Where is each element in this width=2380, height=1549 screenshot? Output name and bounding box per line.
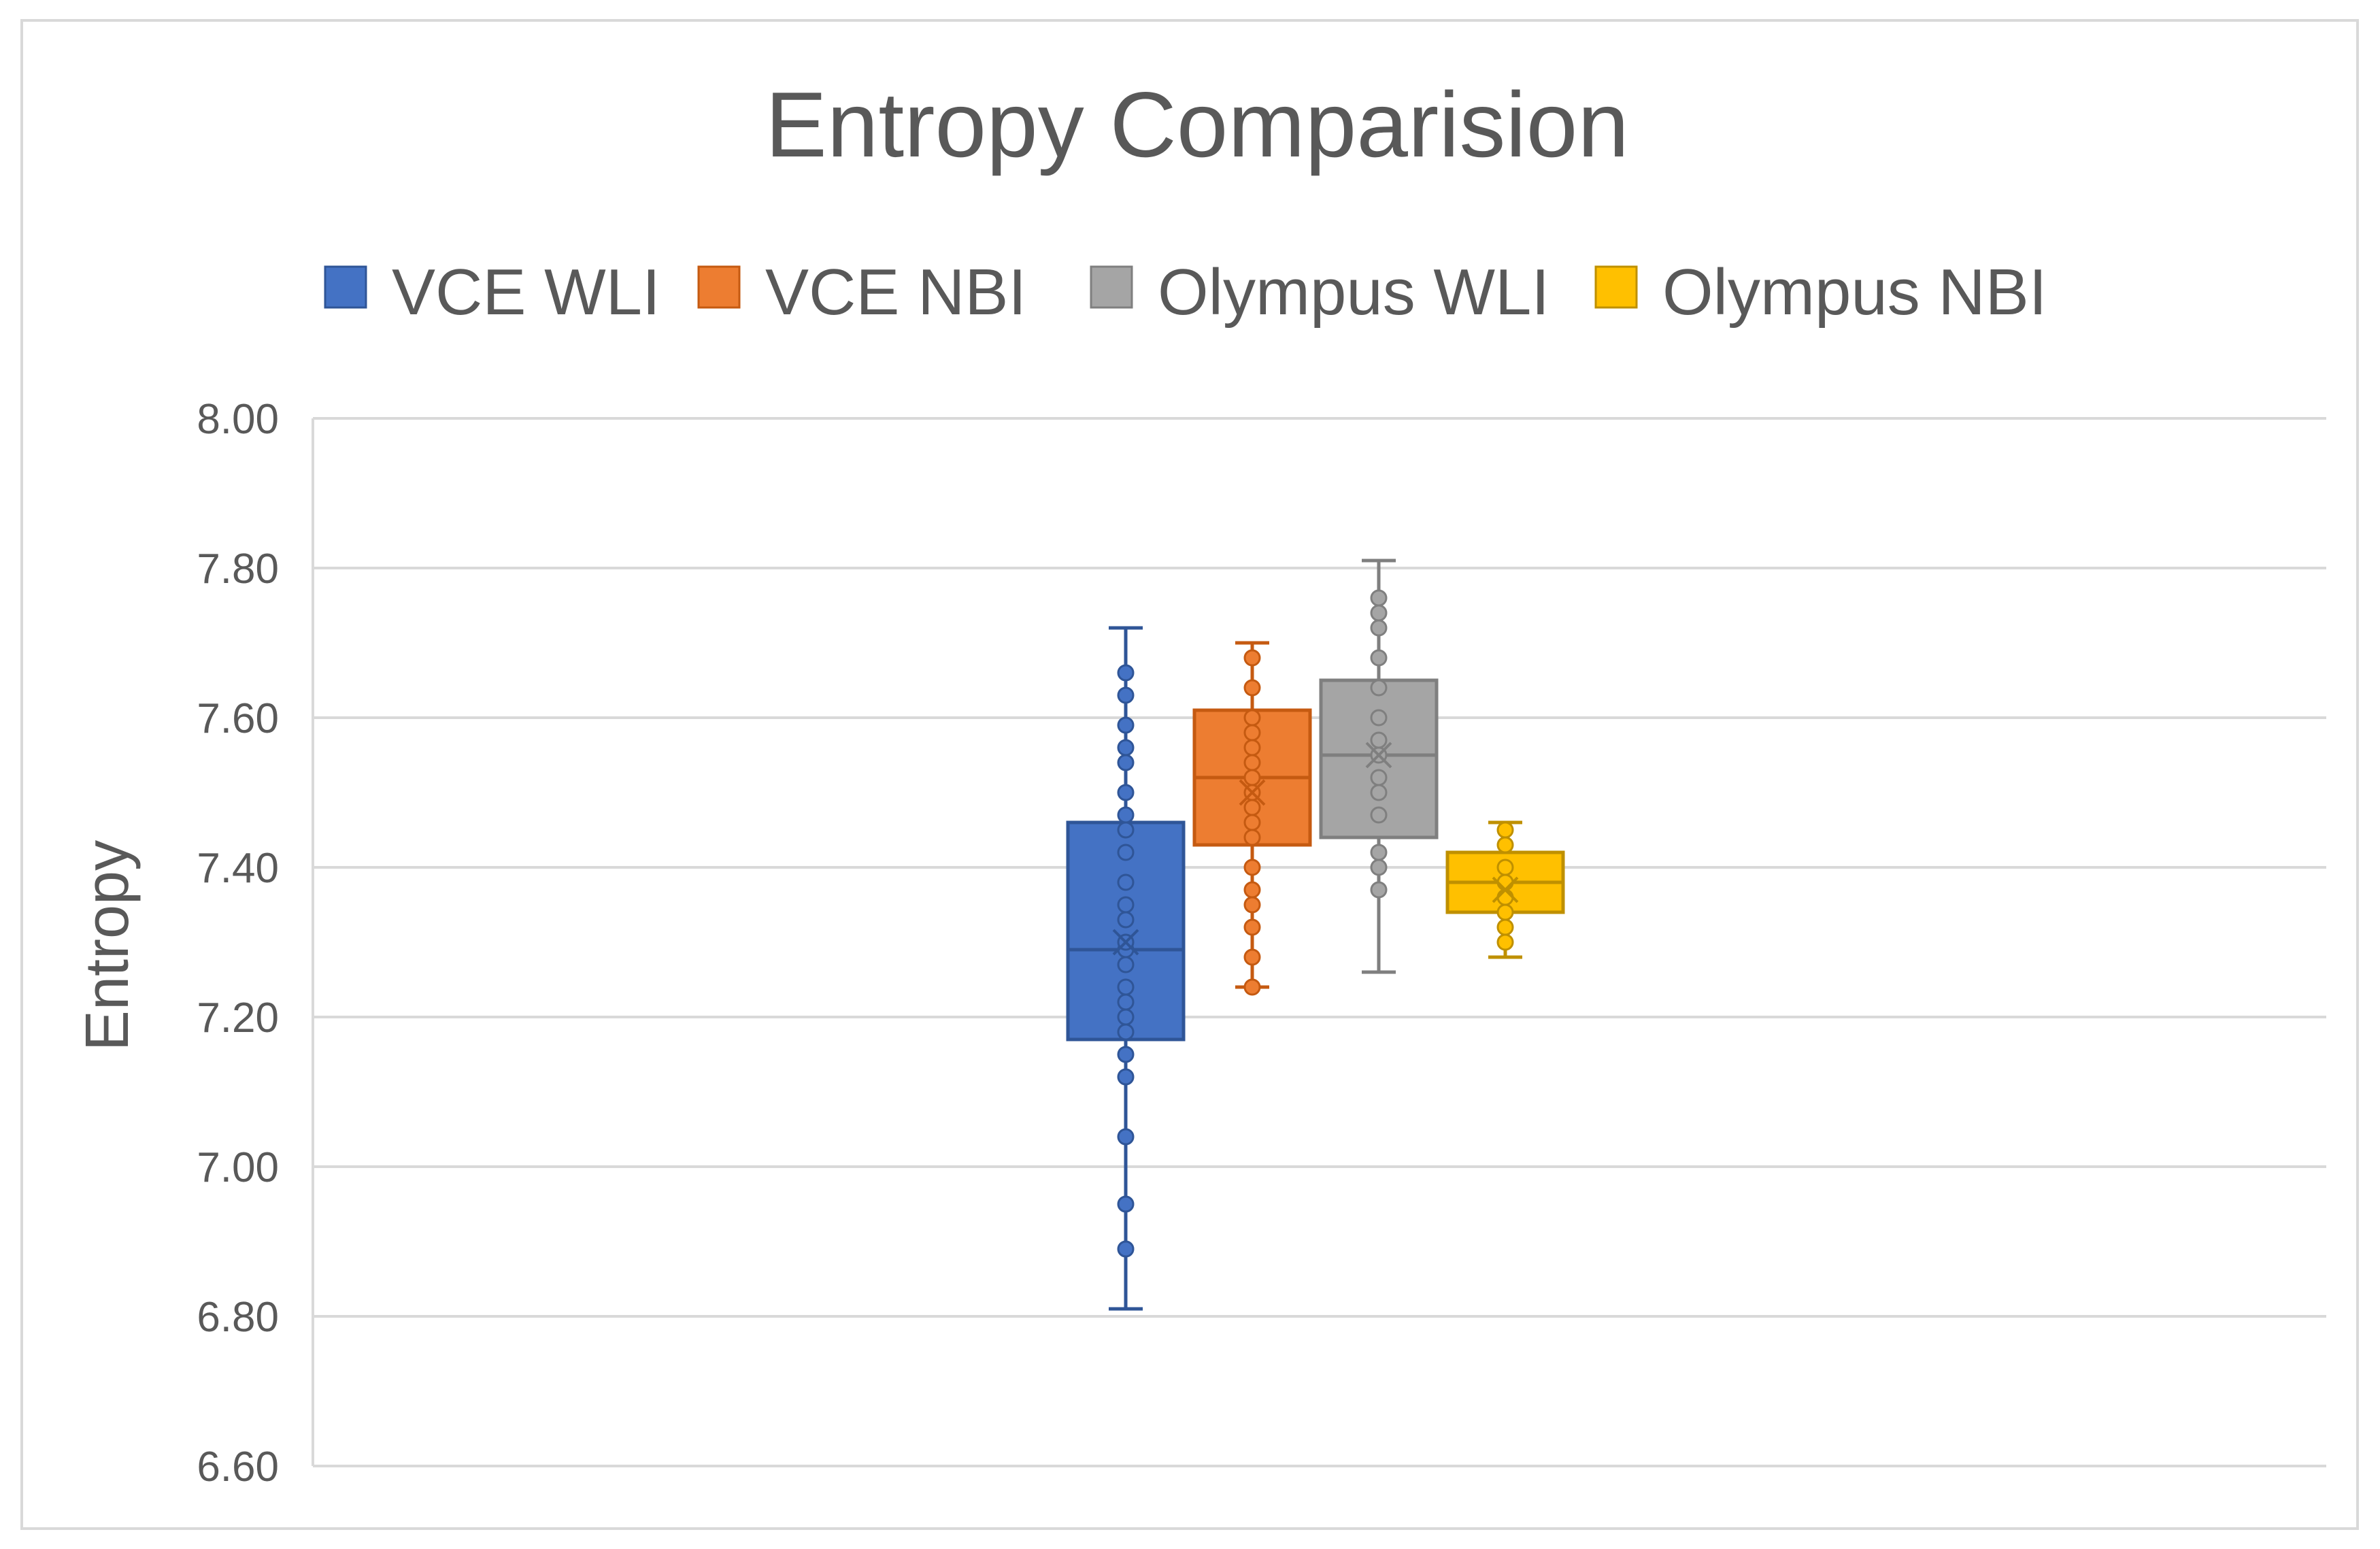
legend-swatch [324, 265, 367, 309]
data-point [1243, 881, 1261, 899]
legend: VCE WLI VCE NBI Olympus WLI Olympus NBI [324, 256, 2047, 329]
data-point [1117, 844, 1135, 861]
data-point [1117, 1046, 1135, 1063]
data-point [1496, 873, 1514, 891]
mean-marker [1492, 876, 1519, 903]
data-point [1243, 769, 1261, 786]
data-point [1117, 1023, 1135, 1041]
data-point [1370, 784, 1388, 801]
data-point [1117, 1195, 1135, 1213]
data-point [1243, 948, 1261, 966]
data-point [1243, 799, 1261, 816]
data-point [1117, 1008, 1135, 1026]
data-point [1117, 978, 1135, 996]
data-point [1117, 821, 1135, 839]
data-point [1496, 836, 1514, 854]
data-point [1117, 806, 1135, 824]
legend-swatch [1090, 265, 1133, 309]
legend-label: VCE WLI [392, 256, 660, 329]
data-point [1117, 686, 1135, 704]
data-point [1243, 709, 1261, 727]
data-point [1243, 978, 1261, 996]
data-point [1117, 1240, 1135, 1258]
y-axis-ticks: 6.60 6.80 7.00 7.20 7.40 7.60 7.80 8.00 [197, 396, 279, 1490]
data-point [1496, 859, 1514, 876]
y-tick-label: 7.40 [197, 845, 279, 892]
data-point [1117, 993, 1135, 1011]
mean-marker [1365, 742, 1392, 769]
data-point [1243, 739, 1261, 756]
box-group [1066, 626, 1186, 1311]
chart-title: Entropy Comparision [765, 73, 1629, 176]
mean-marker [1112, 929, 1139, 956]
y-tick-label: 7.80 [197, 546, 279, 593]
data-point [1117, 784, 1135, 801]
data-point [1370, 859, 1388, 876]
y-tick-label: 6.60 [197, 1444, 279, 1490]
data-point [1496, 903, 1514, 921]
data-point [1117, 739, 1135, 756]
box-plots [1066, 559, 1565, 1311]
data-point [1370, 731, 1388, 749]
data-point [1117, 956, 1135, 973]
legend-label: Olympus WLI [1158, 256, 1549, 329]
data-point [1496, 821, 1514, 839]
data-point [1370, 619, 1388, 637]
data-point [1496, 918, 1514, 936]
box-group [1319, 559, 1439, 974]
y-tick-label: 7.60 [197, 695, 279, 742]
y-axis-title: Entropy [73, 840, 141, 1051]
chart-border [20, 19, 2359, 1530]
legend-label: Olympus NBI [1662, 256, 2047, 329]
data-point [1243, 896, 1261, 914]
data-point [1370, 604, 1388, 622]
data-point [1370, 881, 1388, 899]
data-point [1117, 896, 1135, 914]
legend-label: VCE NBI [765, 256, 1026, 329]
data-point [1370, 844, 1388, 861]
data-point [1496, 888, 1514, 906]
data-point [1370, 709, 1388, 727]
data-point [1243, 754, 1261, 771]
y-tick-label: 6.80 [197, 1294, 279, 1341]
data-point [1370, 769, 1388, 786]
data-point [1117, 754, 1135, 771]
data-point [1117, 716, 1135, 734]
data-point [1243, 679, 1261, 697]
data-point [1370, 679, 1388, 697]
mean-marker [1239, 779, 1266, 806]
data-point [1243, 829, 1261, 846]
data-point [1117, 664, 1135, 682]
data-point [1370, 649, 1388, 667]
y-tick-label: 7.00 [197, 1144, 279, 1191]
data-point [1243, 724, 1261, 742]
legend-swatch [1594, 265, 1638, 309]
data-point [1243, 649, 1261, 667]
box-group [1192, 641, 1312, 996]
data-point [1243, 918, 1261, 936]
data-point [1496, 933, 1514, 951]
data-point [1370, 589, 1388, 607]
legend-swatch [697, 265, 741, 309]
data-point [1117, 911, 1135, 929]
data-point [1117, 1128, 1135, 1146]
data-point [1370, 806, 1388, 824]
data-point [1243, 859, 1261, 876]
data-point [1243, 814, 1261, 831]
box-group [1445, 820, 1565, 959]
data-point [1117, 873, 1135, 891]
y-tick-label: 8.00 [197, 396, 279, 443]
y-tick-label: 7.20 [197, 995, 279, 1042]
data-point [1117, 1068, 1135, 1086]
